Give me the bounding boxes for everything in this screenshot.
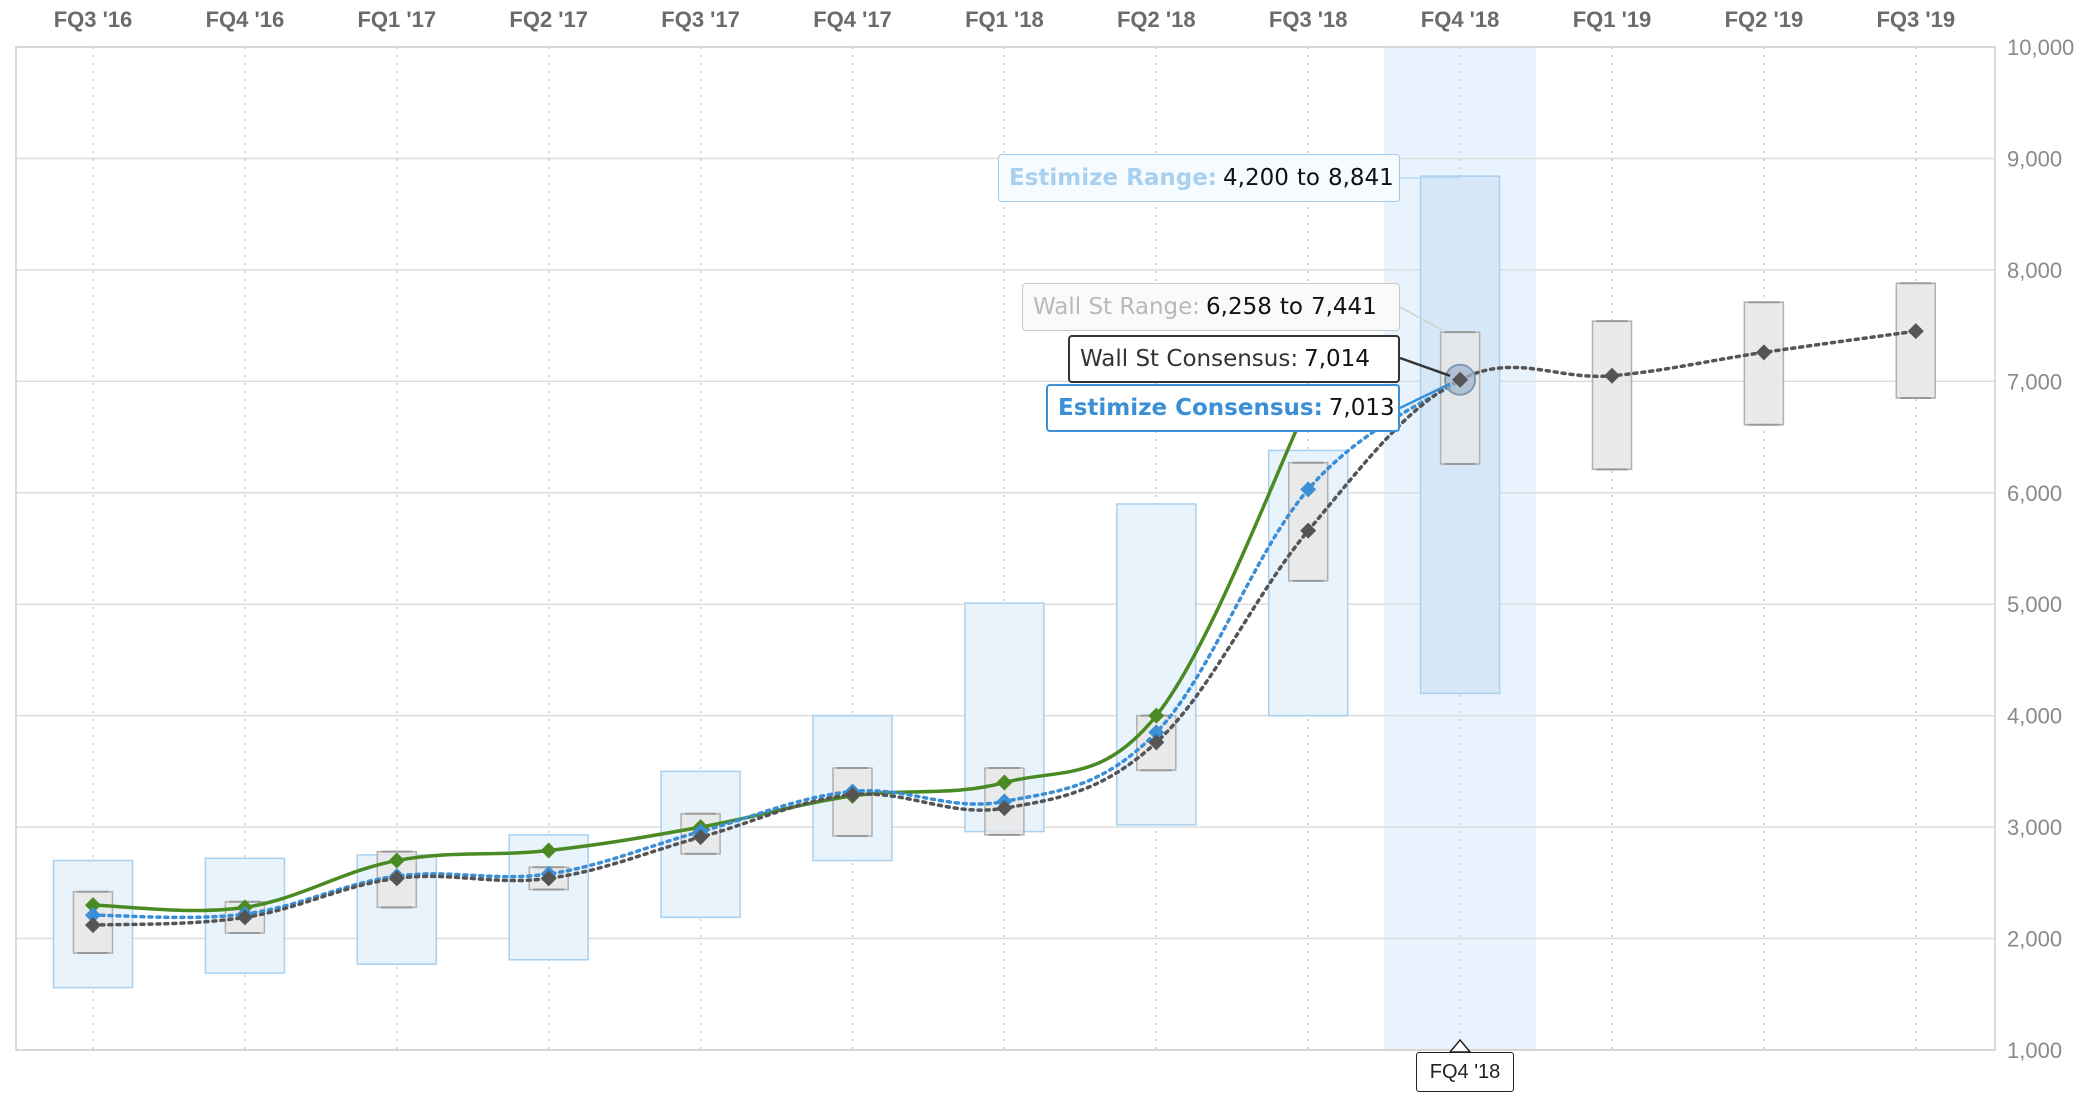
wall-st-consensus-marker [692, 829, 709, 846]
wall-st-consensus-marker [996, 800, 1013, 817]
x-tick-label: FQ4 '17 [813, 7, 892, 32]
wall-st-consensus-connector [1399, 356, 1451, 377]
y-tick-label: 9,000 [2007, 146, 2062, 171]
marker-layer [85, 323, 1924, 934]
x-axis-hover-flag: FQ4 '18 [1416, 1052, 1514, 1092]
x-tick-label: FQ3 '16 [54, 7, 133, 32]
estimize-consensus-connector [1399, 382, 1451, 410]
wall-st-consensus-marker [85, 917, 101, 934]
wall-st-range-connector [1399, 306, 1443, 331]
axis-label-layer: FQ3 '16 FQ4 '16 FQ1 '17 FQ2 '17 FQ3 '17 FQ4 '… [54, 7, 2075, 1063]
actual-marker [85, 897, 101, 914]
wall-st-range-high: 7,441 [1310, 294, 1377, 320]
wall-st-range-tooltip: Wall St Range: 6,258 to 7,441 [1022, 283, 1400, 331]
wall-st-consensus-marker [540, 870, 557, 887]
wall-st-range-box [1439, 331, 1481, 465]
actual-marker [388, 852, 405, 869]
estimize-consensus-marker [1300, 481, 1317, 498]
x-tick-label: FQ1 '18 [965, 7, 1044, 32]
y-tick-label: 10,000 [2007, 35, 2074, 60]
y-tick-label: 3,000 [2007, 815, 2062, 840]
estimize-range-box [1116, 503, 1197, 826]
wall-st-range-low: 6,258 [1206, 294, 1272, 320]
y-tick-label: 7,000 [2007, 369, 2062, 394]
wall-st-consensus-marker [1300, 522, 1317, 539]
y-tick-label: 6,000 [2007, 481, 2062, 506]
estimize-consensus-value: 7,013 [1328, 395, 1395, 421]
estimize-consensus-marker [1148, 724, 1165, 741]
estimize-consensus-marker [85, 907, 101, 924]
x-tick-label: FQ1 '19 [1573, 7, 1652, 32]
x-tick-label: FQ2 '17 [509, 7, 588, 32]
wall-st-range-box [1895, 282, 1937, 399]
wall-st-consensus-marker [844, 786, 861, 803]
y-tick-label: 8,000 [2007, 258, 2062, 283]
tooltip-connector-layer [1399, 177, 1472, 1053]
plot-frame [15, 46, 1996, 1051]
estimize-range-low: 4,200 [1223, 165, 1289, 191]
wall-st-consensus-marker [1604, 367, 1620, 384]
wall-st-consensus-marker [388, 870, 405, 887]
estimize-consensus-line [91, 378, 1462, 920]
estimize-consensus-label: Estimize Consensus: [1058, 395, 1323, 421]
wall-st-consensus-label: Wall St Consensus: [1080, 346, 1299, 372]
estimize-range-sep: to [1296, 165, 1320, 191]
actual-marker [1148, 707, 1165, 724]
y-tick-label: 5,000 [2007, 592, 2062, 617]
x-tick-label: FQ1 '17 [357, 7, 436, 32]
x-tick-label: FQ3 '18 [1269, 7, 1348, 32]
wall-st-consensus-marker [1148, 734, 1165, 751]
x-tick-label: FQ3 '19 [1876, 7, 1955, 32]
wall-st-range-layer [72, 282, 1937, 955]
x-tick-label: FQ2 '19 [1725, 7, 1804, 32]
actual-marker [540, 842, 557, 859]
wall-st-range-sep: to [1279, 294, 1303, 320]
estimize-range-tooltip: Estimize Range: 4,200 to 8,841 [998, 154, 1400, 202]
wall-st-range-box [1743, 301, 1785, 426]
wall-st-range-box [1287, 461, 1329, 582]
x-tick-label: FQ4 '18 [1421, 7, 1500, 32]
y-tick-label: 1,000 [2007, 1038, 2062, 1063]
wall-st-consensus-marker [1452, 371, 1469, 388]
actual-marker [996, 774, 1013, 791]
x-tick-label: FQ2 '18 [1117, 7, 1196, 32]
wall-st-consensus-value: 7,014 [1304, 346, 1370, 372]
wall-st-range-label: Wall St Range: [1033, 294, 1201, 320]
x-tick-label: FQ3 '17 [661, 7, 740, 32]
estimize-range-label: Estimize Range: [1009, 165, 1217, 191]
estimize-consensus-tooltip: Estimize Consensus: 7,013 [1046, 384, 1400, 432]
y-tick-label: 4,000 [2007, 704, 2062, 729]
wall-st-consensus-marker [1755, 344, 1772, 361]
y-tick-label: 2,000 [2007, 927, 2062, 952]
estimize-range-high: 8,841 [1327, 165, 1394, 191]
wall-st-range-box [1591, 320, 1633, 471]
wall-st-consensus-tooltip: Wall St Consensus: 7,014 [1068, 335, 1400, 383]
x-tick-label: FQ4 '16 [206, 7, 285, 32]
wall-st-consensus-marker [236, 909, 253, 926]
wall-st-consensus-marker [1907, 323, 1924, 340]
